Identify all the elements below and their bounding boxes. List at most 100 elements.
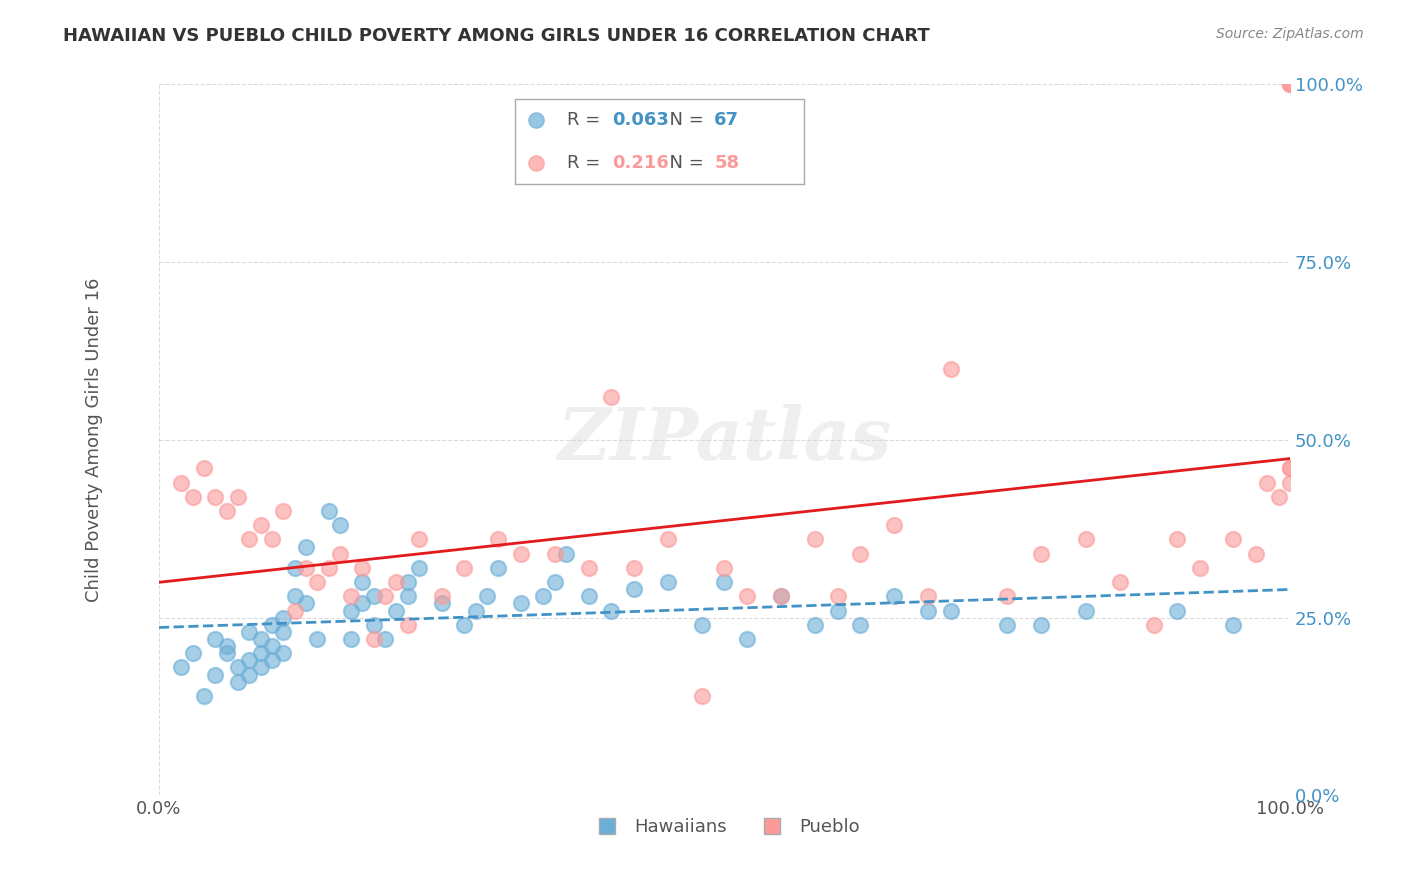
Point [1244,547,1267,561]
Point [578,590,600,604]
Text: R =: R = [567,153,612,171]
Point [1279,78,1302,92]
Point [713,561,735,575]
Point [396,617,419,632]
Point [295,561,318,575]
Point [363,632,385,646]
Point [475,590,498,604]
Point [1109,575,1132,590]
Text: ZIPatlas: ZIPatlas [557,404,891,475]
Point [917,603,939,617]
Point [260,533,283,547]
Point [1279,78,1302,92]
Point [690,617,713,632]
Point [363,590,385,604]
Point [827,590,849,604]
Point [713,575,735,590]
Point [486,561,509,575]
Point [363,617,385,632]
Point [555,547,578,561]
Text: N =: N = [658,153,709,171]
Point [340,590,363,604]
Point [453,561,475,575]
FancyBboxPatch shape [515,99,804,184]
Point [374,590,396,604]
Point [249,518,271,533]
Text: 0.216: 0.216 [613,153,669,171]
Point [352,561,374,575]
Point [396,575,419,590]
Point [1267,490,1289,504]
Point [284,603,307,617]
Point [939,603,962,617]
Point [533,590,555,604]
Text: 67: 67 [714,111,740,129]
Point [385,575,408,590]
Point [849,547,872,561]
Point [374,632,396,646]
Point [486,533,509,547]
Point [995,590,1018,604]
Point [804,617,827,632]
Text: HAWAIIAN VS PUEBLO CHILD POVERTY AMONG GIRLS UNDER 16 CORRELATION CHART: HAWAIIAN VS PUEBLO CHILD POVERTY AMONG G… [63,27,929,45]
Text: 58: 58 [714,153,740,171]
Point [430,590,453,604]
Point [271,504,294,518]
Point [215,504,238,518]
Point [883,518,905,533]
Point [352,597,374,611]
Point [329,518,352,533]
Point [1166,533,1188,547]
Point [578,561,600,575]
Point [509,547,531,561]
Point [1279,475,1302,490]
Point [430,597,453,611]
Point [396,590,419,604]
Point [827,603,849,617]
Point [204,667,226,681]
Point [600,603,623,617]
Point [1256,475,1278,490]
Point [249,632,271,646]
Point [408,533,430,547]
Point [329,547,352,561]
Point [1076,533,1098,547]
Point [295,540,318,554]
Point [238,624,260,639]
Point [1076,603,1098,617]
Point [295,597,318,611]
Point [260,639,283,653]
Point [271,610,294,624]
Point [917,590,939,604]
Point [657,533,679,547]
Point [385,603,408,617]
Point [170,475,193,490]
Text: N =: N = [658,111,709,129]
Point [769,590,792,604]
Point [1222,533,1244,547]
Point [453,617,475,632]
Point [249,660,271,674]
Point [260,617,283,632]
Point [1279,78,1302,92]
Point [1279,461,1302,475]
Y-axis label: Child Poverty Among Girls Under 16: Child Poverty Among Girls Under 16 [86,277,103,602]
Point [340,603,363,617]
Text: Source: ZipAtlas.com: Source: ZipAtlas.com [1216,27,1364,41]
Point [690,689,713,703]
Point [544,547,567,561]
Point [623,582,645,597]
Point [215,646,238,660]
Point [352,575,374,590]
Point [1222,617,1244,632]
Point [260,653,283,667]
Point [340,632,363,646]
Point [883,590,905,604]
Text: 0.063: 0.063 [613,111,669,129]
Point [600,390,623,404]
Point [238,653,260,667]
Point [204,632,226,646]
Point [939,361,962,376]
Legend: Hawaiians, Pueblo: Hawaiians, Pueblo [582,811,868,843]
Point [408,561,430,575]
